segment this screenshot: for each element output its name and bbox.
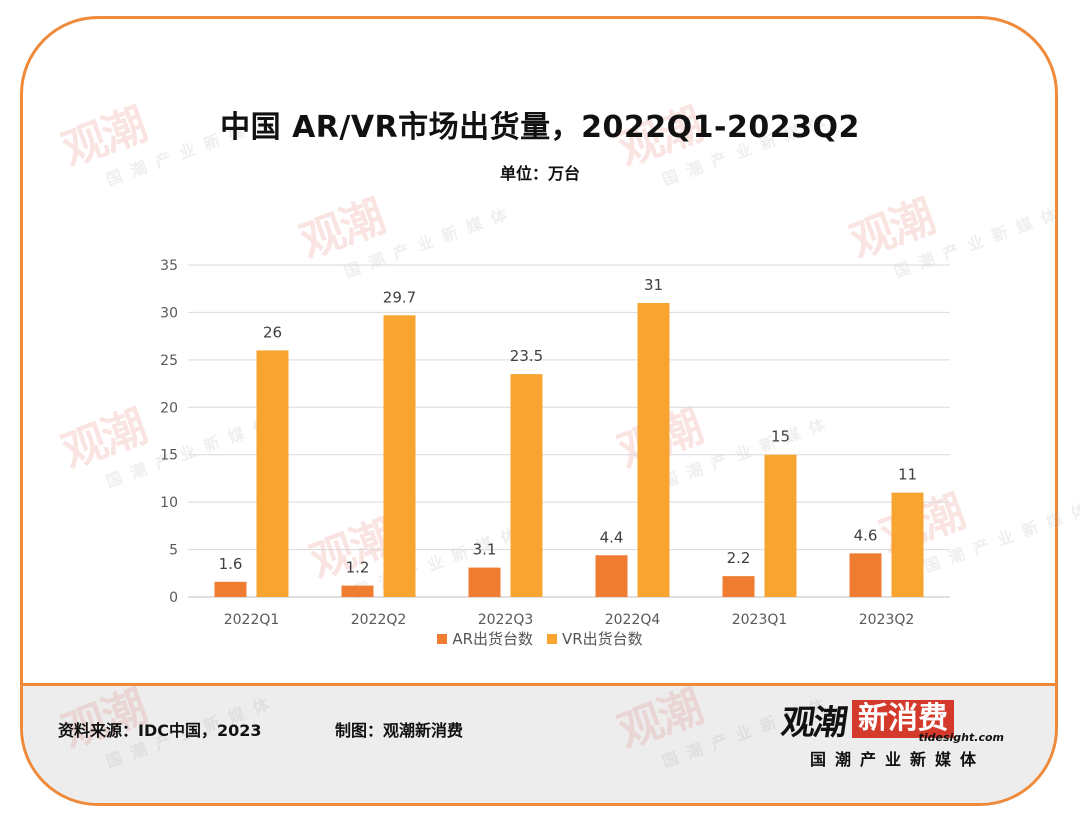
brand-logo: 观潮 新消费 tidesight.com 国潮产业新媒体 [779, 700, 1004, 772]
chart-unit: 单位：万台 [499, 164, 580, 183]
data-label: 1.6 [219, 555, 243, 573]
bar-ar [214, 581, 247, 597]
data-label: 11 [898, 466, 917, 484]
bar-ar [722, 576, 755, 597]
x-tick-label: 2022Q4 [605, 612, 661, 628]
x-tick-label: 2022Q1 [224, 612, 280, 628]
data-label: 3.1 [473, 541, 497, 559]
x-tick-label: 2023Q2 [859, 612, 915, 628]
y-tick-label: 5 [169, 543, 178, 559]
chart-legend: AR出货台数 VR出货台数 [0, 628, 1080, 649]
bar-vr [256, 350, 289, 597]
bar-ar [468, 567, 501, 597]
bar-vr [383, 315, 416, 597]
data-source: 资料来源：IDC中国，2023 [58, 721, 262, 740]
chart-card [20, 16, 1058, 806]
data-label: 26 [263, 323, 282, 341]
chart-maker: 制图：观潮新消费 [335, 721, 464, 740]
bar-vr [510, 374, 543, 597]
legend-item-ar: AR出货台数 [437, 628, 533, 649]
data-label: 23.5 [510, 347, 543, 365]
logo-domain: tidesight.com [918, 731, 1004, 744]
x-tick-label: 2022Q3 [478, 612, 534, 628]
bar-vr [637, 302, 670, 597]
logo-main: 观潮 新消费 [779, 700, 1004, 743]
bar-vr [891, 492, 924, 597]
x-tick-label: 2022Q2 [351, 612, 407, 628]
y-tick-label: 0 [169, 590, 178, 606]
legend-label-ar: AR出货台数 [452, 630, 533, 648]
chart-title: 中国 AR/VR市场出货量，2022Q1-2023Q2 [220, 110, 860, 145]
y-tick-label: 35 [160, 258, 178, 274]
logo-text-b: 新消费 [852, 700, 954, 738]
y-tick-label: 25 [160, 353, 178, 369]
data-label: 4.4 [600, 528, 624, 546]
data-label: 2.2 [727, 549, 751, 567]
data-label: 4.6 [854, 526, 878, 544]
logo-subtitle: 国潮产业新媒体 [810, 750, 986, 769]
y-tick-label: 30 [160, 305, 178, 321]
data-label: 15 [771, 428, 790, 446]
bar-ar [849, 553, 882, 597]
legend-swatch-ar [437, 633, 448, 644]
bar-ar [595, 555, 628, 597]
legend-label-vr: VR出货台数 [562, 630, 643, 648]
y-tick-label: 15 [160, 448, 178, 464]
x-tick-label: 2023Q1 [732, 612, 788, 628]
data-label: 29.7 [383, 288, 416, 306]
logo-text-a: 观潮 [778, 702, 849, 743]
data-label: 31 [644, 276, 663, 294]
legend-swatch-vr [547, 633, 557, 644]
y-tick-label: 10 [160, 495, 178, 511]
y-tick-label: 20 [160, 400, 178, 416]
bar-ar [341, 585, 374, 597]
legend-item-vr: VR出货台数 [547, 628, 643, 649]
bar-vr [764, 454, 797, 597]
data-label: 1.2 [346, 559, 370, 577]
